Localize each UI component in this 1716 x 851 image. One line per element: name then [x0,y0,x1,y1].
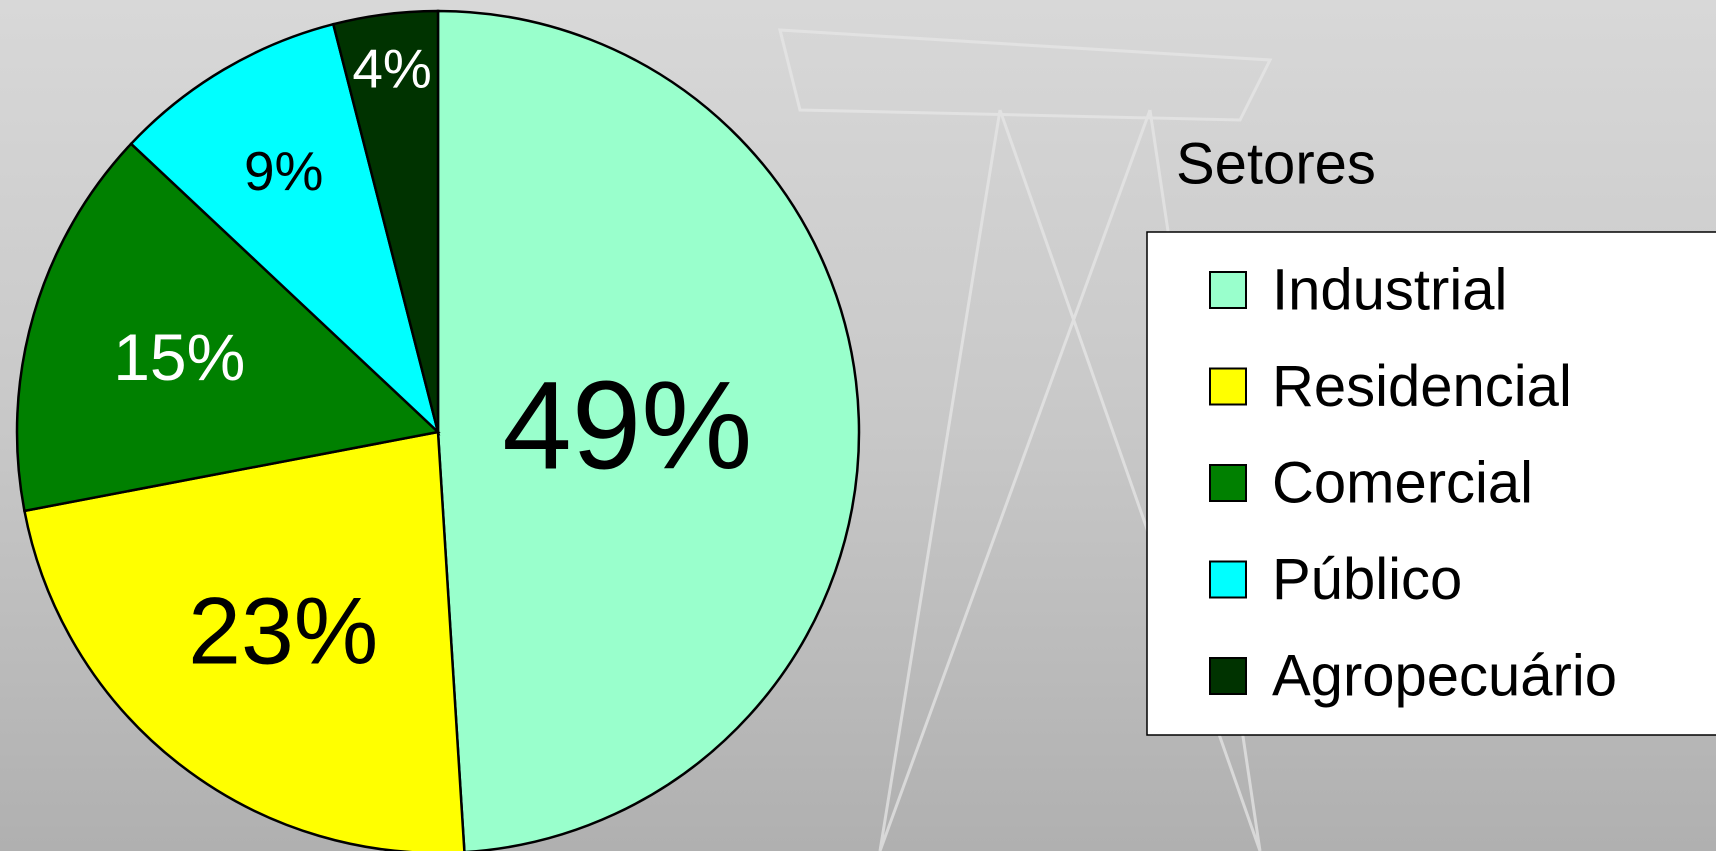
pie-slice [15,142,441,513]
legend-label: Agropecuário [1272,644,1617,709]
legend-swatch [1209,657,1247,695]
legend-label: Residencial [1272,354,1572,419]
legend-swatch [1209,464,1247,502]
slice-label: 15% [113,320,245,394]
pie-slice [129,22,441,436]
pie-slice [331,9,440,433]
legend-swatch [1209,560,1247,599]
slice-label: 9% [244,140,324,202]
legend-label: Comercial [1272,451,1533,516]
legend-label: Industrial [1272,258,1507,323]
pie-slice [436,9,861,851]
legend-swatch [1209,271,1247,309]
slice-label: 49% [502,357,752,496]
pie-slice [22,430,466,851]
legend-swatch [1209,367,1247,406]
legend-title: Setores [1176,132,1376,197]
slice-label: 23% [188,579,378,685]
legend-label: Público [1272,547,1462,612]
slice-label: 4% [352,38,432,100]
